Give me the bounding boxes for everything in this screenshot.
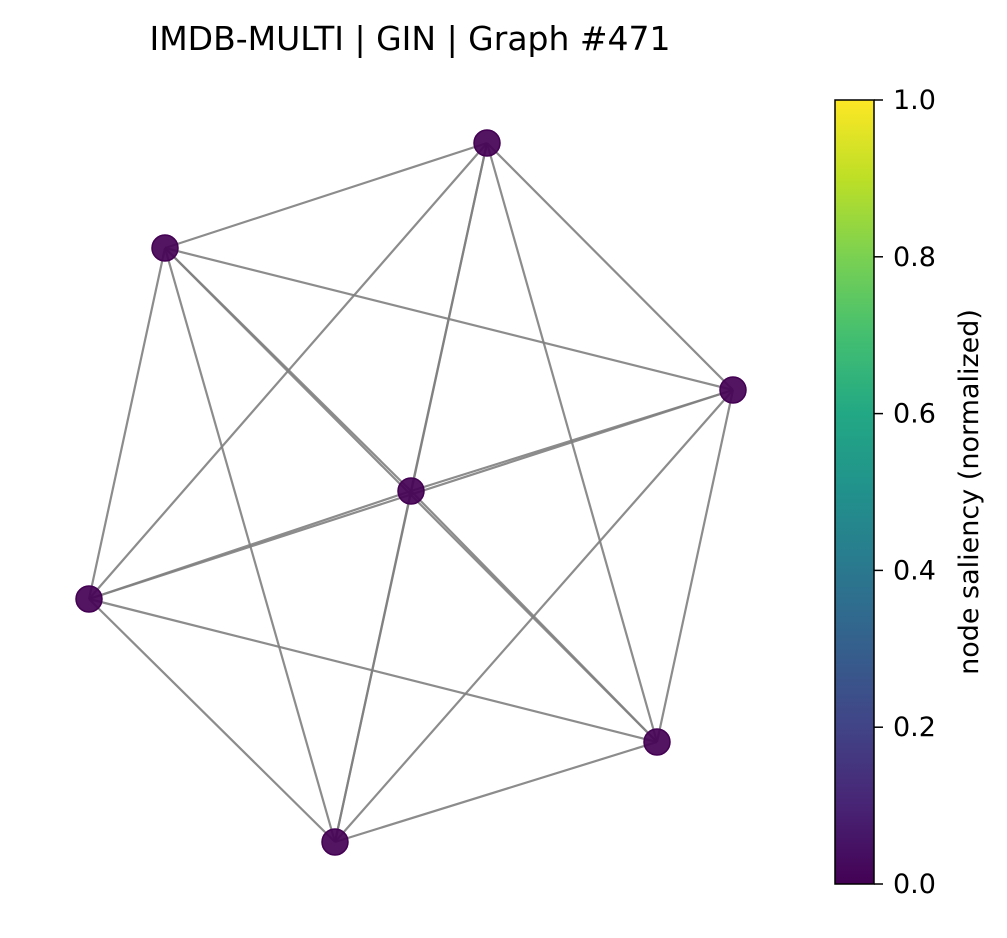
colorbar-tick-label-3: 0.6 <box>893 399 936 430</box>
edge-upper-left-right <box>164 246 734 392</box>
edge-left-bottom <box>88 598 336 843</box>
colorbar-tick-label-4: 0.8 <box>893 242 936 273</box>
chart-title: IMDB-MULTI | GIN | Graph #471 <box>149 19 670 58</box>
edge-center-bottom <box>333 490 413 843</box>
colorbar-tick-label-2: 0.4 <box>893 555 936 586</box>
colorbar-gradient <box>834 99 875 885</box>
colorbar-tick-label-5: 1.0 <box>893 85 936 116</box>
edge-center-left <box>88 489 412 601</box>
node-upper-left <box>151 234 179 262</box>
edge-center-lower-right <box>410 490 658 743</box>
node-left <box>75 585 103 613</box>
colorbar-tick-label-0: 0.0 <box>893 869 936 900</box>
colorbar: 0.0 0.2 0.4 0.6 0.8 1.0 node saliency (normal… <box>834 85 985 900</box>
colorbar-tick-label-1: 0.2 <box>893 712 936 743</box>
edge-top-right <box>486 142 734 391</box>
colorbar-label: node saliency (normalized) <box>954 309 985 675</box>
edge-lower-right-bottom <box>334 740 658 844</box>
node-top <box>473 129 501 157</box>
colorbar-ticks: 0.0 0.2 0.4 0.6 0.8 1.0 <box>874 85 936 900</box>
edge-right-lower-right <box>655 389 735 743</box>
node-lower-right <box>643 728 671 756</box>
node-bottom <box>321 828 349 856</box>
graph-nodes <box>75 129 747 856</box>
edge-left-lower-right <box>88 597 658 744</box>
node-center <box>397 477 425 505</box>
edge-upper-left-left <box>87 247 167 600</box>
edge-top-upper-left <box>164 141 488 250</box>
node-right <box>719 376 747 404</box>
